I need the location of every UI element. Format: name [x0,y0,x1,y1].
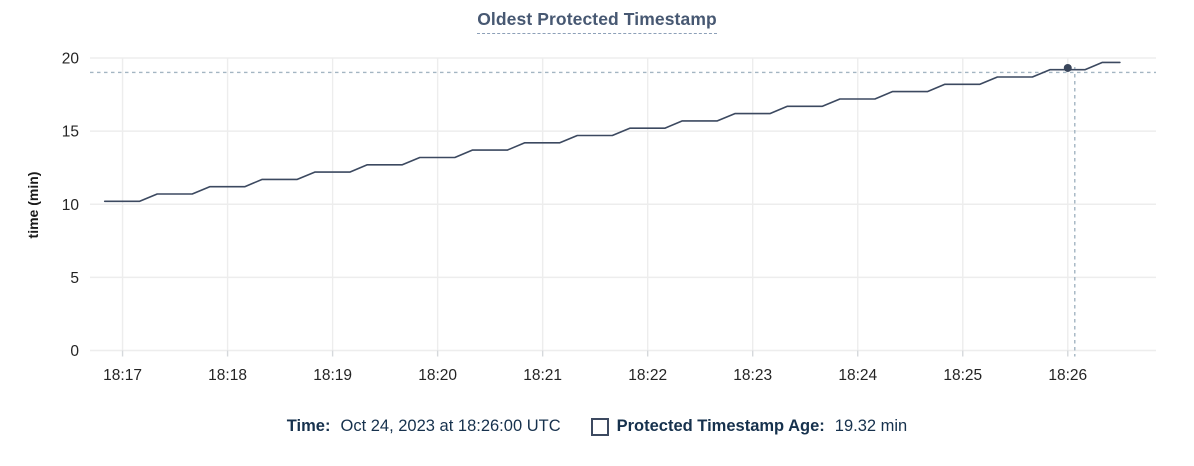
hover-point-dot [1063,63,1072,72]
x-tick-label: 18:26 [1048,367,1087,384]
line-chart[interactable]: 0 5 10 15 20 18:17 18:18 18:19 18:20 18:21 18:22 18… [0,0,1194,405]
time-label: Time: [286,417,331,435]
y-tick-label: 0 [70,343,79,360]
series-line[interactable] [103,61,1121,203]
x-tick-label: 18:22 [628,367,667,384]
y-tick-label: 15 [62,124,79,141]
chart-title[interactable]: Oldest Protected Timestamp [477,9,717,34]
series-value: 19.32 min [834,417,908,435]
hover-legend: Time: Oct 24, 2023 at 18:26:00 UTC Prote… [0,417,1194,436]
time-value: Oct 24, 2023 at 18:26:00 UTC [340,417,561,435]
x-tick-label: 18:25 [943,367,982,384]
x-tick-label: 18:21 [523,367,562,384]
x-tick-label: 18:18 [208,367,247,384]
y-tick-label: 20 [62,51,80,68]
x-tick-label: 18:20 [418,367,457,384]
y-axis-label: time (min) [25,171,41,239]
x-tick-label: 18:19 [313,367,352,384]
x-tick-label: 18:24 [838,367,877,384]
series-label[interactable]: Protected Timestamp Age: [616,417,825,435]
chart-title-row: Oldest Protected Timestamp [0,9,1194,34]
x-tick-label: 18:23 [733,367,772,384]
x-tick-label: 18:17 [103,367,142,384]
y-tick-label: 5 [70,270,79,287]
y-tick-label: 10 [62,197,80,214]
series-swatch-icon[interactable] [590,417,609,436]
